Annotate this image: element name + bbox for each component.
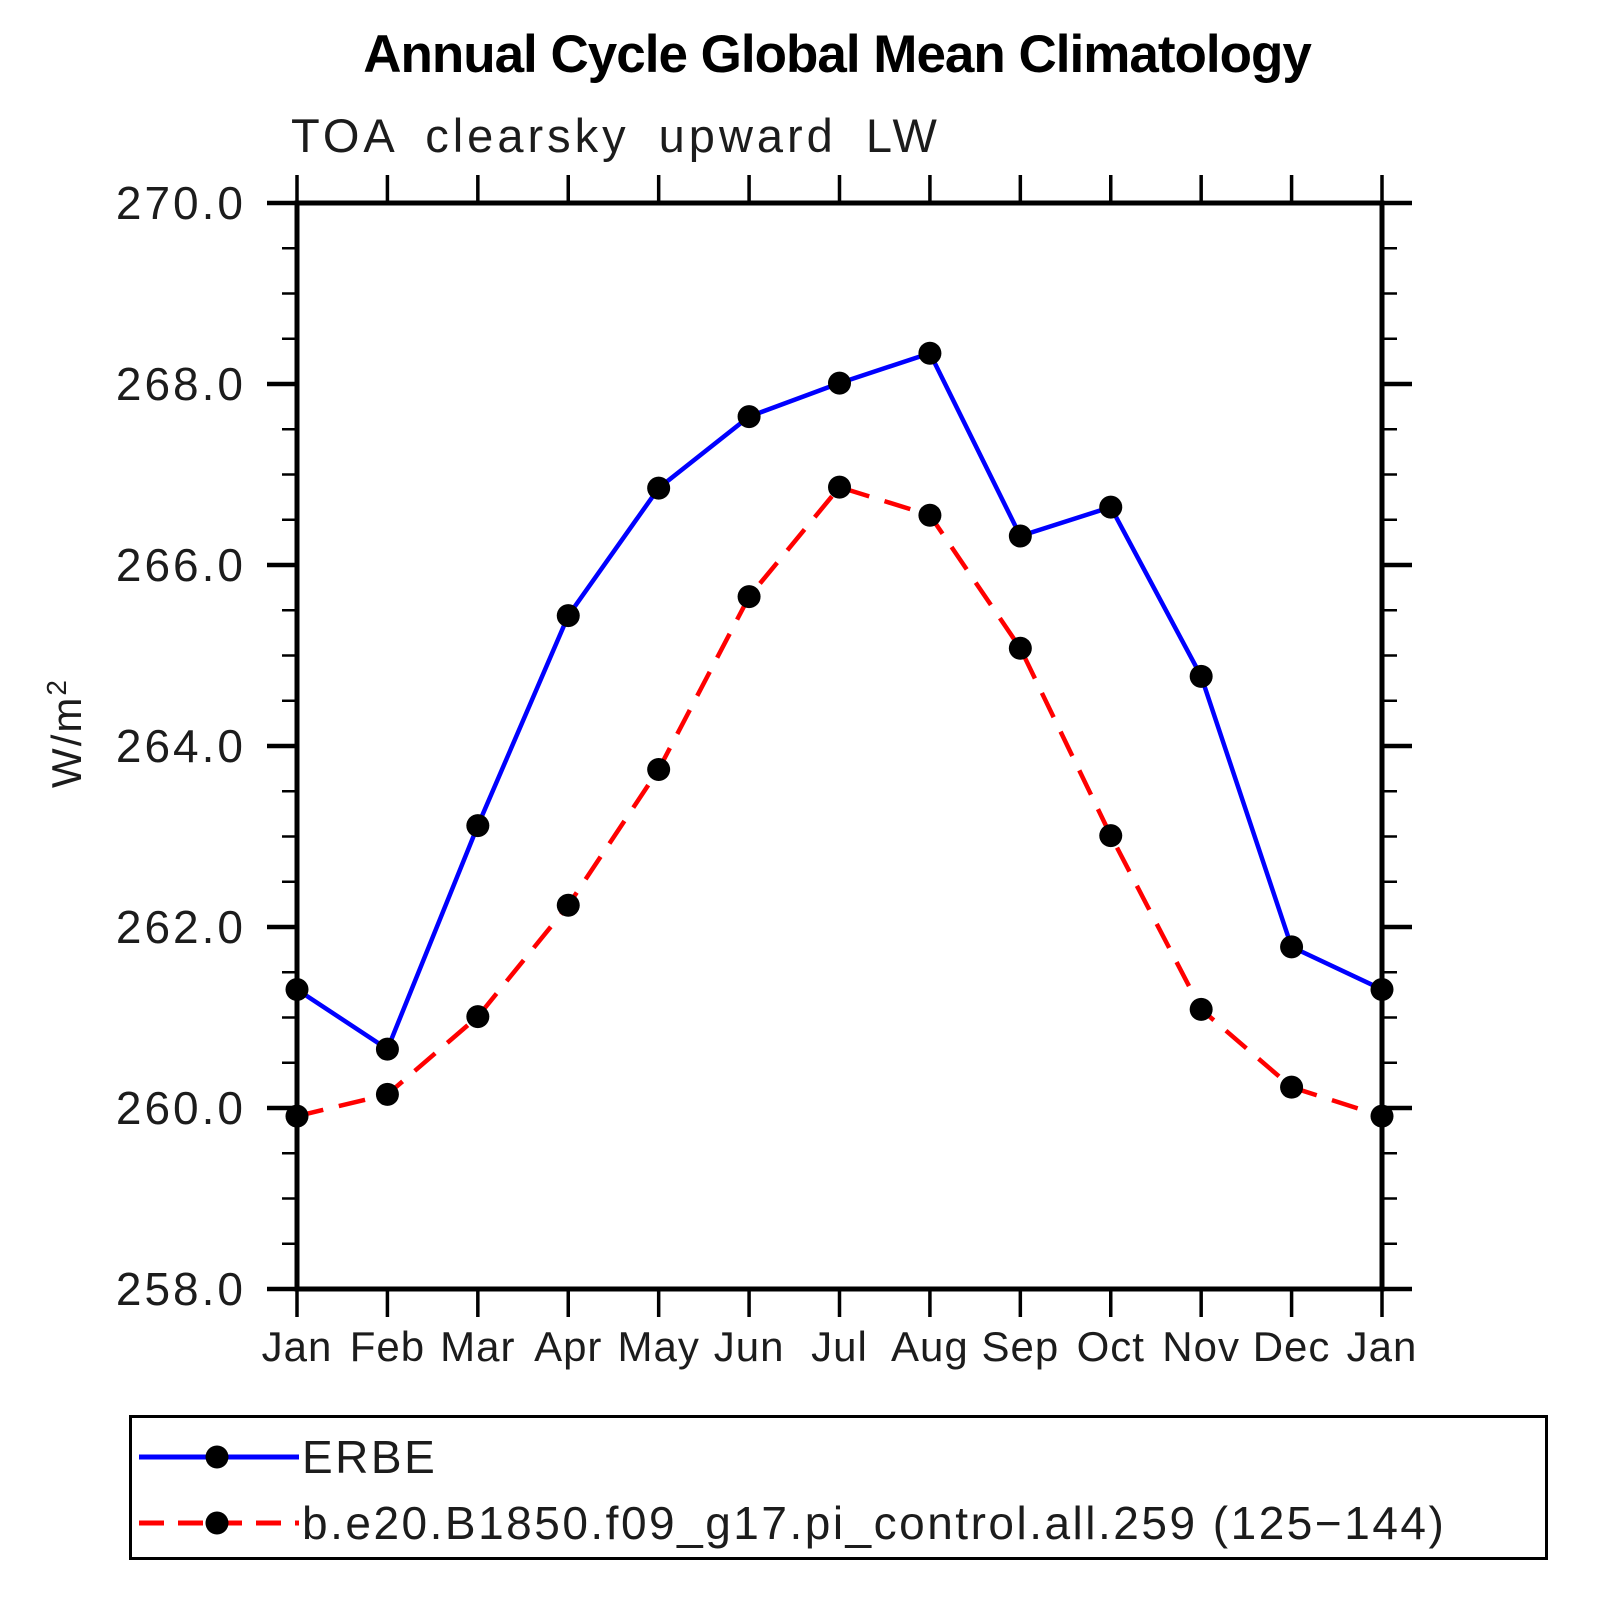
data-point-marker (1189, 997, 1213, 1021)
data-point-marker (647, 758, 671, 782)
x-tick-label: Jan (261, 1323, 333, 1370)
x-tick-label: Jan (1346, 1323, 1418, 1370)
legend: ERBE b.e20.B1850.f09_g17.pi_control.all.… (129, 1415, 1548, 1560)
plot-frame (294, 200, 1385, 1292)
data-point-marker (375, 1082, 399, 1106)
x-tick-label: Sep (981, 1323, 1060, 1370)
y-tick-label: 268.0 (115, 358, 246, 410)
data-point-marker (918, 341, 942, 365)
data-point-marker (1370, 1104, 1394, 1128)
data-point-marker (1280, 1075, 1304, 1099)
y-tick-label: 260.0 (115, 1082, 246, 1134)
data-point-marker (556, 604, 580, 628)
x-tick-label: Jun (713, 1323, 785, 1370)
chart-title: Annual Cycle Global Mean Climatology (363, 25, 1312, 84)
legend-label-model: b.e20.B1850.f09_g17.pi_control.all.259 (… (302, 1497, 1447, 1549)
x-tick-label: Nov (1162, 1323, 1240, 1370)
data-point-marker (466, 1005, 490, 1029)
y-tick-label: 264.0 (115, 720, 246, 772)
data-point-marker (1280, 935, 1304, 959)
data-point-marker (1008, 524, 1032, 548)
data-point-marker (1099, 495, 1123, 519)
y-tick-label: 266.0 (115, 539, 246, 591)
y-tick-label: 258.0 (115, 1263, 246, 1315)
data-point-marker (285, 1104, 309, 1128)
data-point-marker (375, 1037, 399, 1061)
x-tick-label: Mar (440, 1323, 516, 1370)
chart-subtitle: TOA clearsky upward LW (291, 109, 941, 162)
x-tick-label: May (617, 1323, 700, 1370)
series-line-1 (296, 484, 1383, 1119)
x-tick-label: Dec (1252, 1323, 1331, 1370)
data-point-marker (1008, 636, 1032, 660)
x-tick-label: Jul (811, 1323, 868, 1370)
legend-label-erbe: ERBE (302, 1431, 438, 1483)
data-point-marker (466, 814, 490, 838)
data-point-marker (285, 977, 309, 1001)
legend-item-erbe: ERBE (132, 1424, 1545, 1490)
data-point-marker (737, 585, 761, 609)
data-point-marker (918, 503, 942, 527)
x-tick-label: Feb (349, 1323, 426, 1370)
data-point-marker (647, 476, 671, 500)
y-tick-label: 270.0 (115, 177, 246, 229)
legend-item-model: b.e20.B1850.f09_g17.pi_control.all.259 (… (132, 1490, 1545, 1556)
data-point-marker (828, 371, 851, 395)
data-point-marker (1099, 824, 1123, 848)
x-tick-label: Apr (534, 1323, 603, 1370)
x-tick-label: Oct (1076, 1323, 1145, 1370)
legend-line-sample-dashed (139, 1511, 299, 1535)
y-tick-label: 262.0 (115, 901, 246, 953)
data-point-marker (1370, 977, 1394, 1001)
legend-line-sample-solid (139, 1445, 299, 1469)
data-point-marker (1189, 664, 1213, 688)
data-point-marker (556, 893, 580, 917)
data-point-marker (737, 405, 761, 429)
x-tick-label: Aug (891, 1323, 969, 1370)
series-line-0 (295, 350, 1383, 1053)
data-point-marker (828, 475, 851, 499)
